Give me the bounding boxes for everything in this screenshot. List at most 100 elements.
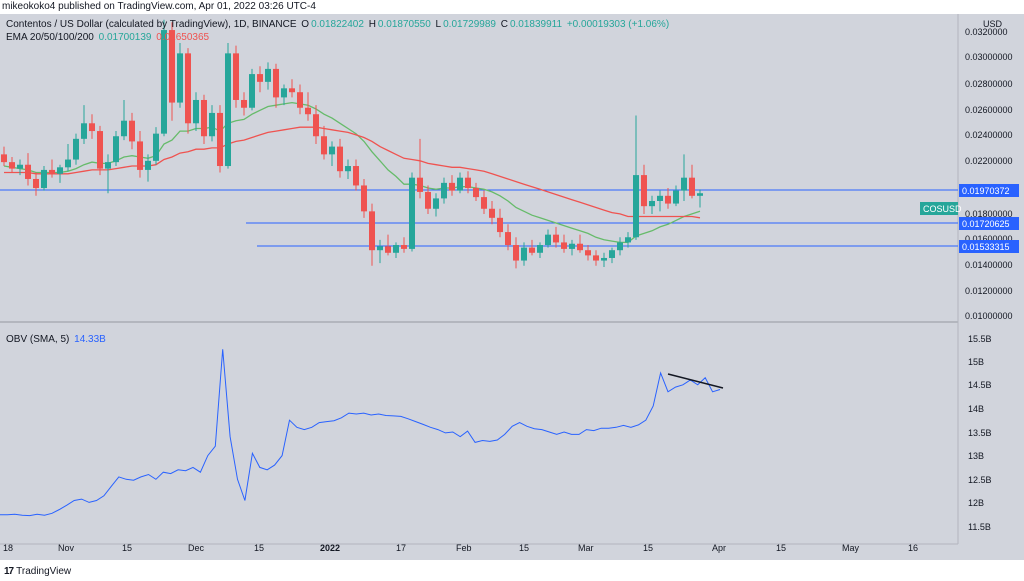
high-label: H (368, 19, 376, 30)
ema-label: EMA 20/50/100/200 (6, 32, 94, 43)
ema-support-tag[interactable] (959, 217, 1019, 230)
candle-body (9, 162, 15, 169)
obv-legend[interactable]: OBV (SMA, 5) 14.33B (6, 334, 108, 345)
support-tag[interactable] (959, 240, 1019, 253)
symbol-tag-label: COSUSD (923, 204, 962, 214)
candle (545, 229, 551, 248)
candle (209, 105, 215, 142)
support-tag-label: 0.01533315 (962, 242, 1010, 252)
candle-body (201, 99, 207, 137)
time-tick: 18 (3, 543, 13, 553)
candle-body (265, 68, 271, 82)
candle (1, 146, 7, 167)
candle (505, 224, 511, 251)
candle (681, 154, 687, 201)
candle-body (249, 74, 255, 108)
candle (569, 239, 575, 256)
candle (401, 237, 407, 253)
candle-body (97, 131, 103, 169)
ema-layer (3, 101, 701, 244)
time-tick: 17 (396, 543, 406, 553)
candle-body (697, 193, 703, 196)
candle-body (113, 136, 119, 163)
candle (105, 154, 111, 194)
time-tick: Feb (456, 543, 472, 553)
candle (249, 68, 255, 111)
candle (601, 252, 607, 268)
candle-body (569, 243, 575, 249)
high-value: 0.01870550 (377, 19, 431, 30)
symbol-tag[interactable] (920, 202, 958, 215)
candle (457, 172, 463, 194)
price-legend-line1: Contentos / US Dollar (calculated by Tra… (6, 19, 671, 30)
ema-fast-line[interactable] (3, 101, 701, 244)
candle (353, 159, 359, 191)
candle (65, 144, 71, 172)
candle (449, 175, 455, 196)
obv-divergence-trendline[interactable] (667, 373, 724, 389)
candle (673, 185, 679, 207)
candle-body (257, 74, 263, 82)
price-tick: 0.01800000 (965, 209, 1013, 219)
obv-value: 14.33B (74, 334, 106, 345)
candle-body (233, 53, 239, 100)
candle-body (625, 237, 631, 243)
candle-body (65, 159, 71, 168)
obv-line[interactable] (0, 349, 721, 517)
obv-tick: 12.5B (968, 475, 992, 485)
candle-body (137, 141, 143, 170)
candle (49, 159, 55, 178)
time-tick: 15 (254, 543, 264, 553)
candle-body (241, 99, 247, 108)
candle (465, 171, 471, 194)
candle (201, 94, 207, 145)
candle (113, 131, 119, 167)
ema-slow-line[interactable] (4, 126, 701, 219)
obv-axis: 15.5B 15B 14.5B 14B 13.5B 13B 12.5B 12B … (968, 334, 992, 532)
candle (321, 125, 327, 160)
candle-body (337, 146, 343, 172)
obv-layer (0, 349, 721, 517)
candle-body (289, 88, 295, 93)
candle-body (17, 164, 23, 169)
candle-body (225, 53, 231, 167)
tradingview-brand[interactable]: 17 TradingView (4, 566, 71, 577)
candle-body (681, 177, 687, 191)
candle (81, 105, 87, 145)
candle (241, 92, 247, 116)
candle (633, 115, 639, 240)
price-tick: 0.02400000 (965, 130, 1013, 140)
candle (537, 242, 543, 258)
candle (385, 234, 391, 256)
candle (553, 226, 559, 248)
open-value: 0.01822402 (311, 19, 364, 30)
resistance-tag[interactable] (959, 184, 1019, 197)
candle-body (345, 166, 351, 172)
chart-svg[interactable]: USD 0.0320000 0.03000000 0.02800000 0.02… (0, 14, 1024, 560)
candles (1, 19, 703, 269)
candle-body (497, 217, 503, 233)
candle (593, 250, 599, 266)
candle (657, 190, 663, 212)
candle-body (553, 234, 559, 243)
candle-body (217, 112, 223, 167)
time-tick: 15 (519, 543, 529, 553)
published-by-header: mikeokoko4 published on TradingView.com,… (2, 1, 316, 12)
candle (121, 99, 127, 141)
candle (521, 242, 527, 266)
ema-legend[interactable]: EMA 20/50/100/200 0.01700139 0.01650365 (6, 32, 211, 43)
candle-body (609, 250, 615, 258)
candle-body (601, 257, 607, 261)
candle (609, 247, 615, 264)
candle (257, 66, 263, 93)
candle (393, 242, 399, 258)
candle-body (441, 182, 447, 199)
candle-body (409, 177, 415, 249)
open-label: O (301, 19, 310, 30)
candle-body (585, 250, 591, 256)
chart-area[interactable]: USD 0.0320000 0.03000000 0.02800000 0.02… (0, 14, 1024, 560)
candle-body (481, 197, 487, 209)
candle (33, 172, 39, 196)
candle-body (153, 133, 159, 161)
candle (305, 92, 311, 121)
